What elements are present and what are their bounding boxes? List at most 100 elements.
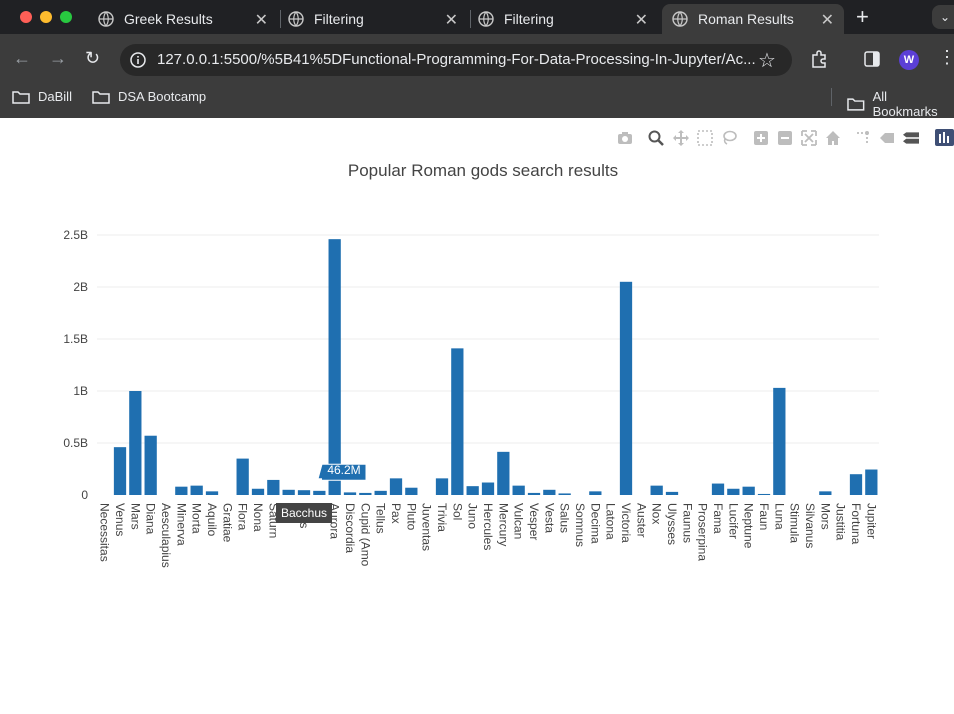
bookmark-folder-dabill[interactable]: DaBill — [12, 89, 72, 104]
bar[interactable] — [650, 485, 663, 495]
minimize-window-button[interactable] — [40, 11, 52, 23]
all-bookmarks-button[interactable]: All Bookmarks — [847, 89, 954, 119]
tab-label: Roman Results — [698, 11, 794, 27]
bookmark-folder-dsa-bootcamp[interactable]: DSA Bootcamp — [92, 89, 206, 104]
bar[interactable] — [481, 482, 495, 495]
zoom-icon[interactable] — [648, 130, 664, 146]
back-button[interactable]: ← — [13, 48, 31, 68]
bar[interactable] — [190, 485, 203, 495]
extensions-icon[interactable] — [810, 50, 828, 68]
close-tab-icon[interactable]: ✕ — [634, 12, 648, 29]
tab-filtering-1[interactable]: Filtering ✕ — [278, 4, 468, 34]
bar[interactable] — [297, 490, 311, 495]
zoom-out-icon[interactable] — [777, 130, 793, 146]
x-tick-label: Vesper — [527, 503, 541, 540]
forward-button[interactable]: → — [49, 48, 67, 68]
close-tab-icon[interactable]: ✕ — [820, 12, 834, 29]
bar[interactable] — [129, 391, 142, 495]
bar[interactable] — [512, 485, 525, 495]
bar[interactable] — [236, 458, 249, 495]
bar[interactable] — [819, 491, 832, 495]
tab-filtering-2[interactable]: Filtering ✕ — [468, 4, 658, 34]
globe-icon — [98, 11, 114, 27]
profile-avatar[interactable]: W — [899, 50, 919, 70]
bar[interactable] — [282, 489, 295, 495]
bar[interactable] — [113, 447, 127, 495]
bar[interactable] — [727, 488, 740, 495]
y-tick-label: 0 — [81, 488, 88, 502]
tab-greek-results[interactable]: Greek Results ✕ — [88, 4, 278, 34]
box-select-icon[interactable] — [697, 130, 713, 146]
bar[interactable] — [757, 493, 771, 495]
bar[interactable] — [589, 491, 602, 495]
tab-roman-results[interactable]: Roman Results ✕ — [662, 4, 844, 34]
x-tick-label: Tellus — [374, 503, 388, 534]
bar[interactable] — [359, 492, 372, 495]
pan-icon[interactable] — [673, 130, 689, 146]
url-text[interactable]: 127.0.0.1:5500/%5B41%5DFunctional-Progra… — [157, 51, 756, 68]
more-menu-icon[interactable]: ⋮ — [938, 47, 954, 67]
x-tick-label: Justitia — [834, 503, 848, 541]
new-tab-button[interactable]: + — [856, 4, 869, 29]
globe-icon — [288, 11, 304, 27]
bar-chart: Popular Roman gods search results 0 0.5B 1… — [63, 161, 879, 568]
bar[interactable] — [558, 493, 571, 495]
hover-category-label: Bacchus — [281, 506, 327, 520]
info-icon[interactable] — [130, 52, 146, 68]
bar[interactable] — [374, 490, 387, 495]
bar[interactable] — [742, 486, 755, 495]
close-window-button[interactable] — [20, 11, 32, 23]
close-tab-icon[interactable]: ✕ — [444, 12, 458, 29]
x-tick-label: Faun — [757, 503, 771, 530]
x-tick-label: Pax — [389, 503, 403, 524]
maximize-window-button[interactable] — [60, 11, 72, 23]
bar[interactable] — [773, 387, 786, 495]
plotly-logo-icon[interactable] — [935, 129, 954, 146]
bar[interactable] — [389, 478, 403, 495]
bar[interactable] — [543, 489, 556, 495]
bar[interactable] — [527, 492, 541, 495]
close-tab-icon[interactable]: ✕ — [254, 12, 268, 29]
bar[interactable] — [267, 479, 280, 495]
bar[interactable] — [711, 483, 725, 495]
x-tick-label: Stimula — [788, 503, 802, 543]
bar[interactable] — [343, 492, 357, 495]
bar[interactable] — [497, 451, 510, 495]
bar[interactable] — [619, 281, 633, 495]
hover-closest-icon[interactable] — [879, 130, 895, 146]
x-tick-label: Neptune — [742, 503, 756, 549]
bar[interactable] — [451, 348, 464, 495]
bar[interactable] — [144, 435, 157, 495]
spike-lines-icon[interactable] — [855, 130, 871, 146]
y-gridlines — [97, 234, 879, 444]
address-bar[interactable]: 127.0.0.1:5500/%5B41%5DFunctional-Progra… — [120, 44, 792, 76]
reload-button[interactable]: ↻ — [85, 48, 101, 68]
camera-icon[interactable] — [617, 130, 633, 146]
x-tick-label: Nox — [650, 503, 664, 524]
zoom-in-icon[interactable] — [753, 130, 769, 146]
reset-axes-icon[interactable] — [825, 130, 841, 146]
side-panel-icon[interactable] — [864, 51, 880, 67]
tab-search-button[interactable]: ⌄ — [932, 5, 954, 29]
autoscale-icon[interactable] — [801, 130, 817, 146]
bar[interactable] — [313, 490, 326, 495]
bar[interactable] — [251, 488, 265, 495]
bar[interactable] — [849, 474, 863, 495]
bar[interactable] — [435, 478, 449, 495]
bar[interactable] — [665, 491, 679, 495]
bar[interactable] — [405, 487, 418, 495]
bookmarks-divider — [831, 88, 832, 106]
bar[interactable] — [865, 469, 878, 495]
lasso-icon[interactable] — [721, 130, 737, 146]
x-tick-label: Faunus — [680, 503, 694, 543]
x-tick-label: Lucifer — [726, 503, 740, 539]
x-tick-label: Morta — [190, 503, 204, 534]
bar[interactable] — [328, 239, 341, 495]
x-tick-label: Gratiae — [220, 503, 234, 543]
bookmark-star-icon[interactable]: ☆ — [758, 50, 776, 72]
x-tick-label: Luna — [772, 503, 786, 530]
bar[interactable] — [205, 491, 219, 495]
bar[interactable] — [466, 486, 479, 495]
hover-compare-icon[interactable] — [903, 130, 919, 146]
bar[interactable] — [175, 486, 188, 495]
